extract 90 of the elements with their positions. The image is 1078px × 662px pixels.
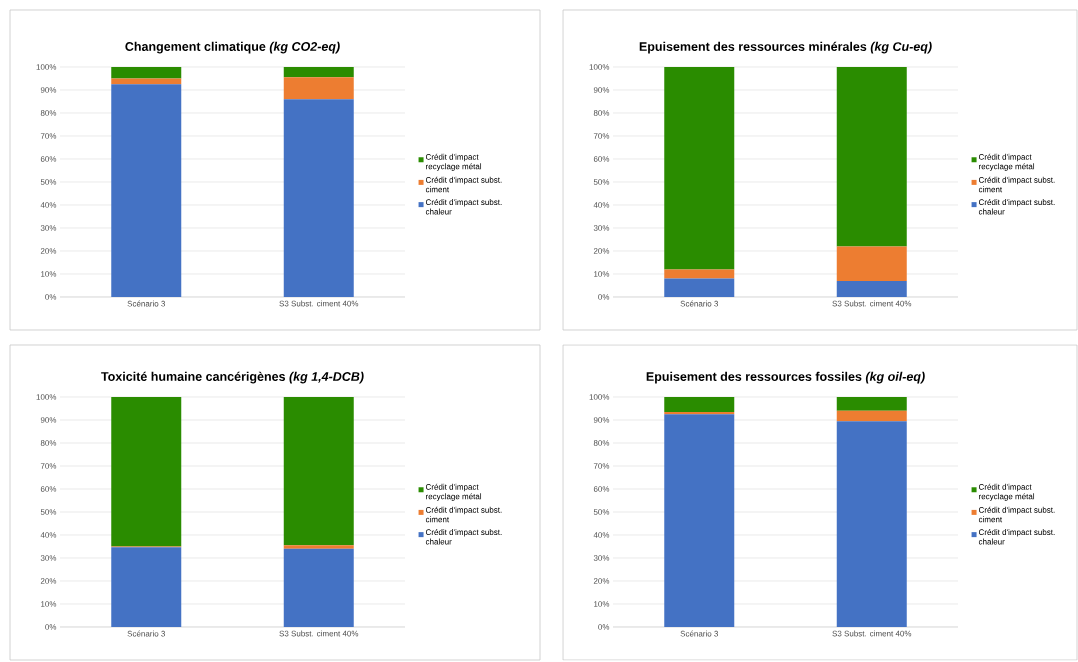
legend-label: Crédit d'impact recyclage métal — [425, 483, 482, 501]
bar — [111, 397, 182, 547]
legend-label: Crédit d'impact recyclage métal — [978, 483, 1035, 501]
legend-label: Crédit d'impact subst. chaleur — [978, 199, 1055, 215]
legend-label: Crédit d'impact subst. chaleur — [425, 199, 502, 215]
y-tick-label: 40% — [40, 532, 57, 538]
bar — [111, 67, 182, 79]
bar — [664, 269, 735, 279]
y-tick-label: 90% — [593, 87, 610, 93]
y-tick-label: 70% — [593, 133, 610, 139]
y-tick-label: 20% — [40, 248, 57, 254]
y-tick-label: 90% — [40, 417, 57, 423]
legend-label: Crédit d'impact subst. ciment — [425, 176, 502, 193]
y-tick-label: 80% — [40, 110, 57, 116]
legend-label: Crédit d'impact recyclage métal — [425, 153, 482, 171]
y-tick-label: 80% — [593, 110, 610, 116]
bar — [836, 397, 907, 411]
chart-title: Changement climatique (kg CO2-eq) — [125, 41, 340, 54]
x-tick-label: S3 Subst. ciment 40% — [279, 300, 359, 307]
bar — [111, 84, 182, 297]
x-tick-label: Scénario 3 — [680, 300, 719, 307]
y-tick-label: 50% — [593, 509, 610, 515]
y-tick-label: 40% — [593, 532, 610, 538]
y-tick-label: 100% — [36, 394, 57, 400]
y-tick-label: 40% — [593, 202, 610, 208]
chart-title: Toxicité humaine cancérigènes (kg 1,4-DCB) — [101, 371, 364, 384]
bar — [664, 67, 735, 270]
y-tick-label: 50% — [593, 179, 610, 185]
y-tick-label: 70% — [40, 133, 57, 139]
y-tick-label: 10% — [594, 601, 610, 607]
y-tick-label: 0% — [598, 624, 610, 630]
x-tick-label: S3 Subst. ciment 40% — [832, 630, 912, 637]
bar — [836, 280, 907, 297]
bar — [664, 278, 735, 297]
bar — [111, 78, 182, 85]
bar — [836, 421, 907, 627]
y-tick-label: 60% — [40, 486, 57, 492]
y-tick-label: 0% — [45, 624, 57, 630]
x-tick-label: Scénario 3 — [680, 630, 719, 637]
bar — [836, 67, 907, 247]
bar — [664, 397, 735, 412]
y-tick-label: 50% — [40, 179, 57, 185]
y-tick-label: 20% — [40, 578, 57, 584]
y-tick-label: 70% — [40, 463, 57, 469]
y-tick-label: 30% — [593, 225, 610, 231]
y-tick-label: 100% — [589, 64, 610, 70]
chart-title: Epuisement des ressources minérales (kg Cu-eq) — [639, 41, 932, 54]
bar — [283, 545, 354, 549]
y-tick-label: 80% — [40, 440, 57, 446]
legend-label: Crédit d'impact recyclage métal — [978, 153, 1035, 171]
y-tick-label: 100% — [36, 64, 57, 70]
bar — [283, 99, 354, 297]
y-tick-label: 60% — [40, 156, 57, 162]
x-tick-label: S3 Subst. ciment 40% — [832, 300, 912, 307]
y-tick-label: 30% — [593, 555, 610, 561]
x-tick-label: Scénario 3 — [127, 630, 166, 637]
x-tick-label: S3 Subst. ciment 40% — [279, 630, 359, 637]
legend-label: Crédit d'impact subst. chaleur — [425, 529, 502, 545]
y-tick-label: 60% — [593, 156, 610, 162]
chart-title: Epuisement des ressources fossiles (kg oil-eq) — [646, 371, 925, 384]
bar — [664, 414, 735, 627]
y-tick-label: 70% — [593, 463, 610, 469]
y-tick-label: 0% — [45, 294, 57, 300]
y-tick-label: 10% — [41, 271, 57, 277]
y-tick-label: 90% — [593, 417, 610, 423]
y-tick-label: 10% — [41, 601, 57, 607]
legend-label: Crédit d'impact subst. ciment — [978, 506, 1055, 523]
y-tick-label: 20% — [593, 248, 610, 254]
legend-label: Crédit d'impact subst. chaleur — [978, 529, 1055, 545]
y-tick-label: 50% — [40, 509, 57, 515]
bar — [283, 397, 354, 546]
y-tick-label: 20% — [593, 578, 610, 584]
y-tick-label: 0% — [598, 294, 610, 300]
y-tick-label: 80% — [593, 440, 610, 446]
bar — [111, 547, 182, 627]
legend-label: Crédit d'impact subst. ciment — [978, 176, 1055, 193]
bar — [836, 410, 907, 422]
bar — [283, 67, 354, 78]
y-tick-label: 30% — [40, 555, 57, 561]
y-tick-label: 10% — [594, 271, 610, 277]
bar — [283, 77, 354, 100]
y-tick-label: 90% — [40, 87, 57, 93]
x-tick-label: Scénario 3 — [127, 300, 166, 307]
y-tick-label: 100% — [589, 394, 610, 400]
y-tick-label: 60% — [593, 486, 610, 492]
bar — [836, 246, 907, 281]
legend-label: Crédit d'impact subst. ciment — [425, 506, 502, 523]
y-tick-label: 30% — [40, 225, 57, 231]
y-tick-label: 40% — [40, 202, 57, 208]
bar — [283, 548, 354, 627]
